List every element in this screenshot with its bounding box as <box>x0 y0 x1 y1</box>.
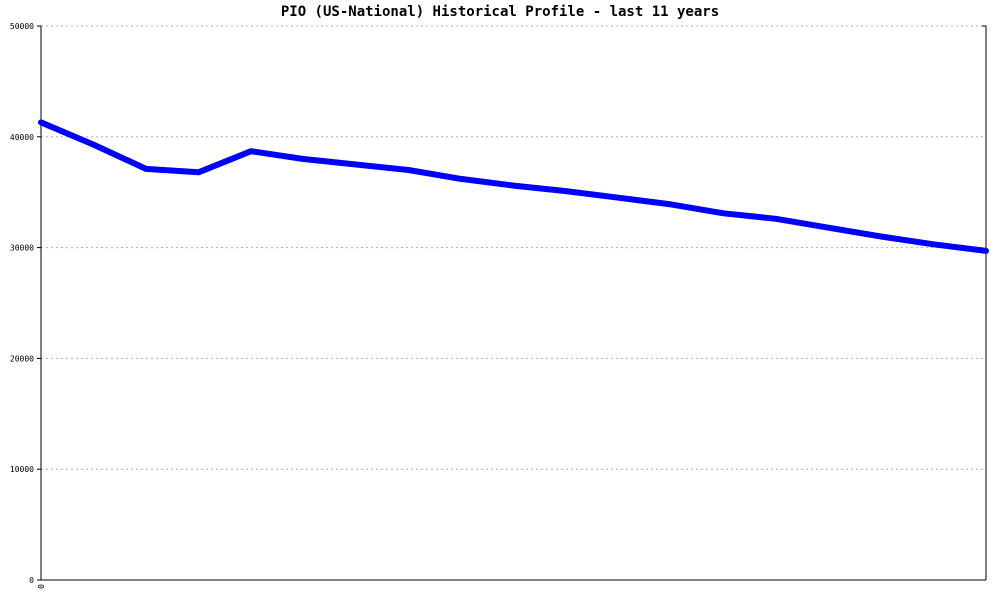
series-group <box>38 119 989 254</box>
ytick-label: 30000 <box>10 244 34 253</box>
ytick-label: 40000 <box>10 133 34 142</box>
x-axis-ticks: 0 <box>37 584 46 589</box>
ytick-label: 10000 <box>10 465 34 474</box>
ytick-label: 20000 <box>10 354 34 363</box>
series-line-0 <box>38 119 989 254</box>
y-axis-ticks: 0 10000 20000 30000 40000 50000 <box>10 22 34 585</box>
xtick-label: 0 <box>37 584 46 589</box>
axes <box>37 25 987 581</box>
chart-title: PIO (US-National) Historical Profile - l… <box>280 4 720 20</box>
gridlines <box>41 25 986 470</box>
ytick-label: 50000 <box>10 22 34 31</box>
ytick-label: 0 <box>29 576 34 585</box>
